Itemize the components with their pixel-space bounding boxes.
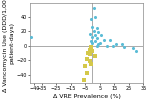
Point: [97, 32, 99, 33]
Point: [90, 46, 92, 48]
X-axis label: Δ VRE Prevalence (%): Δ VRE Prevalence (%): [53, 94, 121, 99]
Point: [90, 64, 92, 65]
Point: [132, 48, 134, 49]
Point: [84, 65, 86, 67]
Point: [120, 43, 123, 45]
Point: [100, 35, 102, 36]
Point: [96, 37, 98, 39]
Point: [90, 19, 92, 20]
Point: [97, 43, 99, 45]
Point: [115, 43, 117, 45]
Point: [85, 72, 88, 74]
Point: [123, 46, 126, 48]
Point: [106, 45, 108, 46]
Point: [94, 16, 97, 17]
Point: [91, 36, 94, 38]
Point: [103, 39, 105, 41]
Point: [88, 61, 91, 62]
Point: [93, 7, 95, 9]
Point: [82, 80, 85, 81]
Point: [94, 40, 97, 42]
Point: [88, 49, 91, 51]
Point: [94, 55, 97, 57]
Point: [99, 42, 101, 43]
Point: [109, 39, 111, 41]
Point: [87, 52, 89, 54]
Point: [96, 45, 98, 46]
Point: [90, 40, 92, 42]
Y-axis label: Δ Vancomycin Use (DDD/1,000
patient-days): Δ Vancomycin Use (DDD/1,000 patient-days…: [3, 0, 14, 92]
Point: [91, 42, 94, 43]
Point: [112, 45, 114, 46]
Point: [88, 53, 91, 55]
Point: [96, 27, 98, 29]
Point: [135, 50, 137, 52]
Point: [91, 50, 94, 52]
Point: [91, 26, 94, 28]
Point: [94, 35, 97, 36]
Point: [85, 58, 88, 59]
Point: [93, 30, 95, 32]
Point: [88, 33, 91, 35]
Point: [30, 36, 33, 38]
